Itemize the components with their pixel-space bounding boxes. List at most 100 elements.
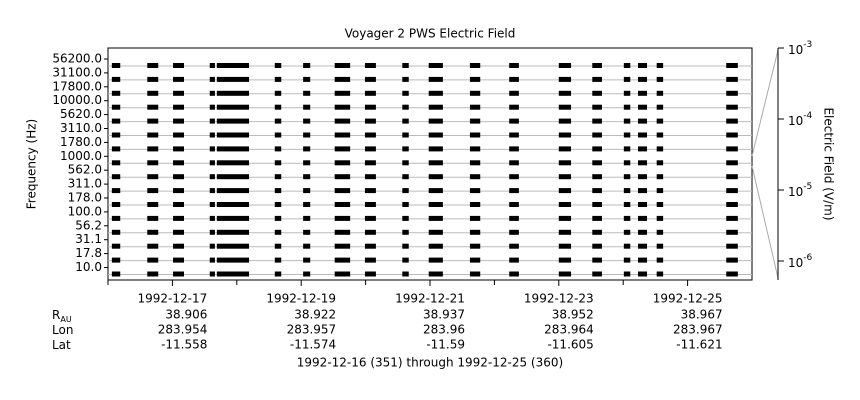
data-segment bbox=[656, 202, 664, 207]
data-segment bbox=[209, 229, 215, 235]
data-segment bbox=[209, 215, 215, 221]
x-tick-label: 1992-12-17 bbox=[138, 292, 208, 306]
data-segment bbox=[303, 76, 311, 82]
data-segment bbox=[216, 160, 250, 166]
data-segment bbox=[592, 118, 602, 124]
data-segment bbox=[364, 229, 376, 235]
data-segment bbox=[402, 243, 409, 249]
data-segment bbox=[147, 271, 159, 277]
data-segment bbox=[509, 63, 519, 68]
ephemeris-value: 38.952 bbox=[552, 308, 594, 322]
data-segment bbox=[147, 76, 159, 82]
data-segment bbox=[623, 229, 631, 235]
data-segment bbox=[623, 243, 631, 249]
data-segment bbox=[303, 160, 311, 166]
data-segment bbox=[111, 202, 121, 207]
data-segment bbox=[726, 160, 738, 166]
data-segment bbox=[216, 118, 250, 124]
data-segment bbox=[558, 118, 572, 124]
data-segment bbox=[623, 63, 631, 68]
data-segment bbox=[173, 76, 184, 82]
data-segment bbox=[656, 188, 664, 194]
data-segment bbox=[274, 160, 282, 166]
y2-tick-label: 10-6 bbox=[788, 252, 813, 269]
data-segment bbox=[173, 132, 184, 138]
data-segment bbox=[623, 202, 631, 207]
data-segment bbox=[592, 188, 602, 194]
data-segment bbox=[216, 215, 250, 221]
ephemeris-value: 38.967 bbox=[681, 308, 723, 322]
data-segment bbox=[209, 271, 215, 277]
data-segment bbox=[274, 63, 282, 68]
data-segment bbox=[656, 243, 664, 249]
data-segment bbox=[402, 229, 409, 235]
data-segment bbox=[111, 188, 121, 194]
ephemeris-name: Lon bbox=[52, 323, 73, 337]
data-segment bbox=[428, 63, 443, 68]
data-segment bbox=[111, 132, 121, 138]
data-segment bbox=[209, 160, 215, 166]
y-tick-label: 17.8 bbox=[75, 246, 102, 260]
data-segment bbox=[726, 243, 738, 249]
data-segment bbox=[216, 104, 250, 110]
data-segment bbox=[509, 76, 519, 82]
data-segment bbox=[147, 174, 159, 180]
data-segment bbox=[558, 271, 572, 277]
data-segment bbox=[656, 215, 664, 221]
data-segment bbox=[638, 160, 648, 166]
data-segment bbox=[592, 146, 602, 152]
data-segment bbox=[173, 63, 184, 68]
data-segment bbox=[623, 90, 631, 96]
data-segment bbox=[509, 257, 519, 263]
data-segment bbox=[558, 146, 572, 152]
data-segment bbox=[147, 243, 159, 249]
data-segment bbox=[216, 271, 250, 277]
data-segment bbox=[274, 188, 282, 194]
data-segment bbox=[592, 76, 602, 82]
data-segment bbox=[469, 146, 481, 152]
data-segment bbox=[209, 243, 215, 249]
y2-tick-exp: -6 bbox=[803, 252, 812, 262]
data-segment bbox=[469, 174, 481, 180]
data-segment bbox=[402, 132, 409, 138]
data-segment bbox=[656, 174, 664, 180]
data-segment bbox=[469, 76, 481, 82]
data-segment bbox=[173, 215, 184, 221]
data-segment bbox=[623, 104, 631, 110]
data-segment bbox=[558, 90, 572, 96]
data-segment bbox=[216, 132, 250, 138]
data-segment bbox=[656, 63, 664, 68]
data-segment bbox=[558, 229, 572, 235]
x-tick-label: 1992-12-21 bbox=[395, 292, 465, 306]
data-segment bbox=[428, 104, 443, 110]
data-segment bbox=[111, 271, 121, 277]
y2-tick-base: 10 bbox=[788, 43, 803, 57]
data-segment bbox=[303, 104, 311, 110]
data-segment bbox=[274, 229, 282, 235]
data-segment bbox=[147, 188, 159, 194]
data-segment bbox=[173, 146, 184, 152]
data-segment bbox=[509, 132, 519, 138]
data-segment bbox=[216, 243, 250, 249]
data-segment bbox=[623, 160, 631, 166]
data-segment bbox=[147, 90, 159, 96]
data-segment bbox=[656, 160, 664, 166]
data-segment bbox=[334, 104, 351, 110]
data-segment bbox=[638, 132, 648, 138]
data-segment bbox=[428, 243, 443, 249]
data-segment bbox=[592, 132, 602, 138]
ephemeris-value: 38.922 bbox=[294, 308, 336, 322]
data-segment bbox=[638, 202, 648, 207]
data-segment bbox=[656, 90, 664, 96]
data-segment bbox=[111, 243, 121, 249]
data-segment bbox=[364, 243, 376, 249]
data-segment bbox=[111, 118, 121, 124]
data-segment bbox=[469, 257, 481, 263]
data-segment bbox=[209, 257, 215, 263]
data-segment bbox=[402, 160, 409, 166]
data-segment bbox=[623, 146, 631, 152]
data-segment bbox=[509, 160, 519, 166]
y2-axis-label: Electric Field (V/m) bbox=[822, 107, 836, 220]
